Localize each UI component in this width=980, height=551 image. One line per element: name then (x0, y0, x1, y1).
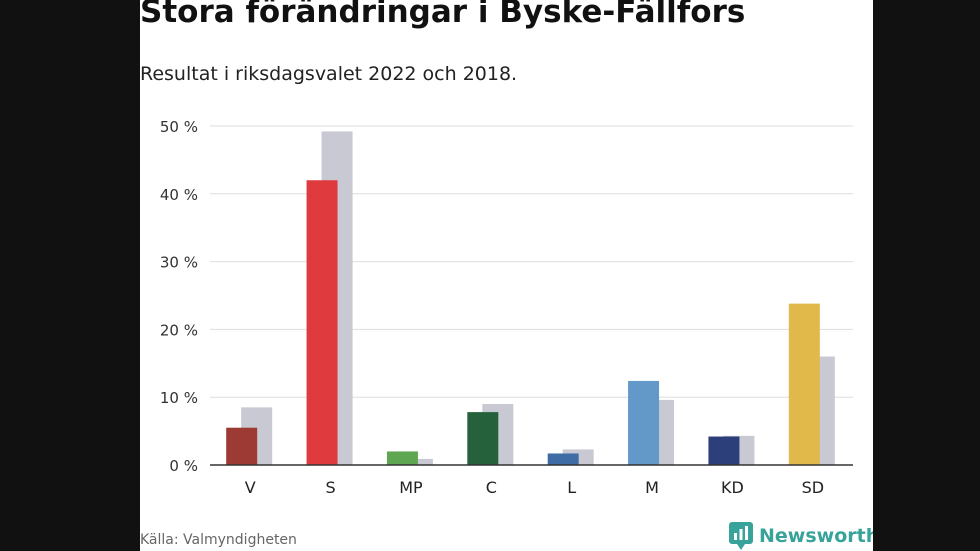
chart-panel: Stora förändringar i Byske-Fällfors Resu… (140, 0, 873, 551)
x-tick-label: M (645, 478, 659, 497)
bar-2022-s (306, 180, 338, 466)
x-tick-label: L (567, 478, 576, 497)
y-tick-label: 10 % (160, 389, 198, 407)
y-tick-label: 0 % (169, 457, 198, 475)
bar-2022-mp (386, 451, 418, 465)
brand-name: Newsworthy (759, 525, 873, 547)
y-axis-ticks: 0 % 10 % 20 % 30 % 40 % 50 % (160, 118, 198, 475)
brand-logo[interactable]: Newsworthy (729, 522, 873, 550)
bar-2022-l (547, 453, 579, 465)
x-tick-label: KD (721, 478, 744, 497)
bar-2022-v (226, 427, 258, 465)
source-note: Källa: Valmyndigheten (140, 532, 297, 548)
bar-chart: 0 % 10 % 20 % 30 % 40 % 50 % V S MP C L M KD SD (160, 118, 853, 497)
x-tick-label: V (245, 478, 256, 497)
x-tick-label: SD (802, 478, 824, 497)
y-tick-label: 40 % (160, 186, 198, 204)
bar-2022-c (467, 412, 499, 465)
chart-subtitle: Resultat i riksdagsvalet 2022 och 2018. (140, 63, 518, 85)
x-tick-label: MP (399, 478, 423, 497)
x-tick-label: C (486, 478, 497, 497)
bar-2022-kd (708, 436, 740, 465)
newsworthy-logo-icon (729, 522, 753, 550)
y-tick-label: 30 % (160, 254, 198, 272)
x-axis-ticks: V S MP C L M KD SD (245, 478, 824, 497)
y-tick-label: 50 % (160, 118, 198, 136)
bars (226, 131, 835, 466)
bar-2022-sd (788, 303, 820, 465)
chart-title: Stora förändringar i Byske-Fällfors (140, 0, 746, 30)
bar-2022-m (628, 380, 660, 465)
gridlines (210, 125, 853, 398)
y-tick-label: 20 % (160, 321, 198, 339)
x-tick-label: S (325, 478, 335, 497)
